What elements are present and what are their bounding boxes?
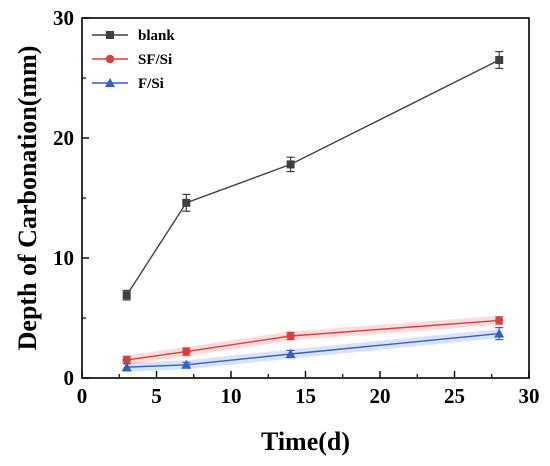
axis-ticks: 0 5 10 15 20 25 30 0 10 20 30 (53, 6, 540, 408)
series-f-si (121, 327, 505, 372)
legend-label: blank (138, 28, 175, 44)
y-axis-title: Depth of Carbonation(mm) (13, 46, 42, 351)
y-tick-label: 20 (53, 126, 74, 150)
data-point (182, 347, 191, 356)
x-tick-label: 15 (295, 384, 316, 408)
data-point (285, 349, 296, 358)
series-line (126, 59, 500, 296)
x-axis-title: Time(d) (261, 427, 350, 456)
data-point (181, 359, 192, 369)
legend-marker (106, 31, 114, 39)
data-point (182, 198, 191, 207)
series-line (126, 332, 500, 368)
x-tick-label: 30 (519, 384, 540, 408)
legend-label: SF/Si (138, 52, 172, 68)
series-layer (121, 50, 505, 372)
x-tick-label: 20 (370, 384, 391, 408)
x-tick-label: 5 (151, 384, 162, 408)
series-blank (122, 50, 504, 301)
y-tick-label: 0 (64, 366, 75, 390)
data-point (122, 355, 131, 365)
legend-marker (105, 78, 115, 87)
x-tick-label: 0 (77, 384, 88, 408)
x-tick-label: 10 (221, 384, 242, 408)
data-point (286, 160, 295, 169)
x-tick-label: 25 (444, 384, 465, 408)
legend-marker (105, 54, 115, 64)
data-point (286, 331, 295, 341)
series-line (126, 319, 500, 361)
y-tick-label: 30 (53, 6, 74, 30)
legend: blank SF/Si F/Si (92, 28, 175, 92)
legend-label: F/Si (138, 76, 164, 92)
data-point (495, 316, 504, 325)
data-point (121, 362, 132, 372)
data-point (495, 56, 504, 64)
data-point (494, 328, 505, 338)
data-point (122, 291, 131, 300)
y-tick-label: 10 (53, 246, 74, 270)
